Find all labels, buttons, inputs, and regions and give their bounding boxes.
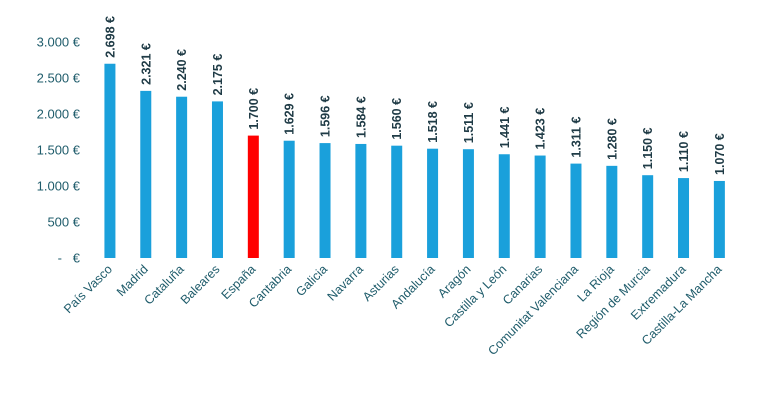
bar-españa xyxy=(247,135,259,258)
bars xyxy=(104,63,725,259)
bar-madrid xyxy=(140,90,152,258)
y-tick-label: 500 € xyxy=(47,215,80,230)
data-label: 1.700 € xyxy=(247,88,261,130)
data-label: 1.629 € xyxy=(283,93,297,135)
bar-baleares xyxy=(211,101,223,259)
x-tick-label: Cataluña xyxy=(141,262,186,307)
bar-región-de-murcia xyxy=(642,175,654,258)
bar-aragón xyxy=(462,149,474,258)
data-label: 2.321 € xyxy=(139,43,153,85)
x-tick-label: País Vasco xyxy=(61,262,115,316)
bar-castilla-la-mancha xyxy=(713,180,725,258)
y-tick-label: - € xyxy=(58,251,81,266)
bar-extremadura xyxy=(678,178,690,258)
y-tick-label: 1.500 € xyxy=(37,143,81,158)
bar-cantabria xyxy=(283,140,295,258)
data-label: 1.518 € xyxy=(426,101,440,143)
bar-galicia xyxy=(319,143,331,258)
data-label: 1.423 € xyxy=(534,108,548,150)
data-label: 2.175 € xyxy=(211,54,225,96)
y-tick-label: 2.000 € xyxy=(37,107,81,122)
y-axis: - € 500 € 1.000 € 1.500 € 2.000 € 2.500 € 3.00… xyxy=(37,35,81,266)
data-labels: 2.698 € 2.321 € 2.240 € 2.175 € 1.700 € 1.629… xyxy=(103,16,726,175)
bar-andalucía xyxy=(427,148,439,258)
data-label: 1.280 € xyxy=(605,118,619,160)
data-label: 1.441 € xyxy=(498,106,512,148)
x-tick-label: Baleares xyxy=(178,262,223,307)
bar-navarra xyxy=(355,143,367,258)
x-axis: País VascoMadridCataluñaBalearesEspañaCa… xyxy=(61,262,724,358)
data-label: 2.240 € xyxy=(175,49,189,91)
bar-la-rioja xyxy=(606,165,618,258)
bar-castilla-y-león xyxy=(498,154,510,258)
data-label: 1.110 € xyxy=(677,131,691,172)
data-label: 1.584 € xyxy=(354,96,368,138)
bar-asturias xyxy=(391,145,403,258)
data-label: 2.698 € xyxy=(103,16,117,58)
x-tick-label: Navarra xyxy=(325,262,366,303)
data-label: 1.150 € xyxy=(641,127,655,169)
data-label: 1.596 € xyxy=(319,95,333,137)
bar-comunitat-valenciana xyxy=(570,163,582,258)
data-label: 1.511 € xyxy=(462,102,476,143)
data-label: 1.560 € xyxy=(390,98,404,140)
x-tick-label: Castilla y León xyxy=(442,262,510,330)
data-label: 1.311 € xyxy=(569,117,583,158)
bar-cataluña xyxy=(176,96,188,258)
bar-canarias xyxy=(534,155,546,258)
y-tick-label: 3.000 € xyxy=(37,35,81,50)
y-tick-label: 2.500 € xyxy=(37,71,81,86)
bar-país-vasco xyxy=(104,63,116,258)
data-label: 1.070 € xyxy=(713,133,727,175)
y-tick-label: 1.000 € xyxy=(37,179,81,194)
